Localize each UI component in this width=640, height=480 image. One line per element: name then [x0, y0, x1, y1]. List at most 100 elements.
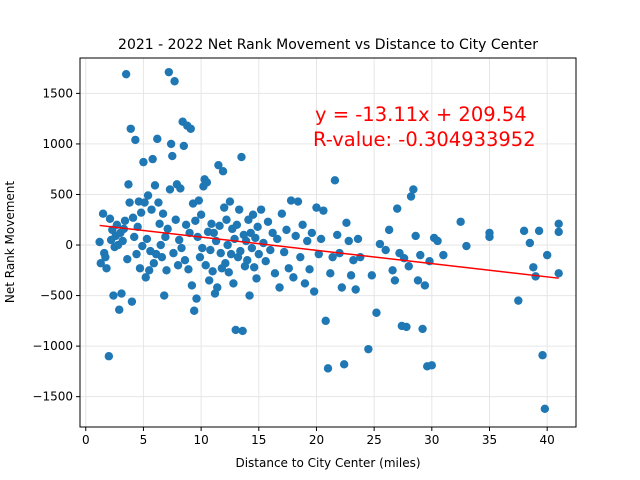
data-point	[226, 249, 236, 259]
data-point	[231, 325, 240, 335]
data-point	[253, 222, 262, 232]
data-point	[273, 234, 282, 244]
data-point	[247, 243, 257, 253]
data-point	[158, 209, 168, 218]
data-point	[312, 203, 321, 212]
data-point	[296, 252, 305, 262]
data-point	[123, 254, 132, 264]
data-point	[337, 283, 347, 292]
data-point	[135, 264, 145, 273]
data-point	[155, 219, 164, 228]
y-axis-label: Net Rank Movement	[3, 181, 17, 304]
data-point	[98, 209, 108, 218]
data-point	[554, 219, 563, 228]
data-point	[261, 257, 270, 266]
data-point	[201, 261, 210, 270]
data-point	[353, 234, 363, 244]
data-point	[229, 279, 238, 288]
data-point	[209, 228, 219, 238]
data-point	[298, 220, 307, 230]
data-point	[300, 279, 310, 288]
data-point	[124, 180, 133, 189]
x-tick-label: 40	[540, 433, 555, 447]
data-point	[115, 305, 124, 314]
data-point	[420, 281, 430, 290]
data-point	[316, 234, 326, 244]
data-point	[136, 208, 146, 217]
data-point	[173, 261, 183, 270]
data-point	[195, 252, 205, 262]
data-point	[130, 232, 139, 242]
data-point	[189, 306, 199, 315]
data-point	[237, 152, 246, 162]
data-point	[390, 276, 400, 285]
data-point	[141, 273, 150, 282]
x-tick-label: 35	[482, 433, 497, 447]
data-point	[289, 273, 298, 282]
data-point	[192, 294, 201, 303]
data-point	[120, 216, 130, 225]
data-point	[138, 241, 147, 251]
data-point	[321, 316, 330, 326]
x-tick-label: 5	[140, 433, 148, 447]
data-point	[202, 178, 212, 187]
data-point	[117, 289, 126, 298]
data-point	[101, 252, 110, 262]
data-point	[241, 236, 251, 246]
x-tick-label: 30	[424, 433, 439, 447]
data-point	[179, 141, 189, 151]
data-point	[293, 197, 303, 206]
data-point	[223, 240, 232, 250]
data-point	[191, 216, 200, 225]
r-value-annotation: R-value: -0.304933952	[313, 128, 536, 151]
data-point	[314, 249, 323, 259]
data-point	[234, 205, 244, 214]
data-point	[149, 259, 159, 268]
data-point	[196, 210, 206, 219]
data-point	[529, 263, 538, 272]
data-point	[186, 124, 195, 133]
data-point	[418, 324, 427, 334]
data-point	[109, 291, 118, 300]
y-tick-label: 0	[65, 238, 73, 252]
data-point	[323, 364, 333, 373]
data-point	[180, 255, 190, 265]
data-point	[286, 196, 296, 205]
data-point	[249, 263, 259, 272]
data-point	[404, 262, 413, 271]
x-tick-label: 15	[251, 433, 266, 447]
data-point	[275, 283, 284, 292]
data-point	[542, 250, 552, 260]
data-point	[263, 217, 273, 226]
data-point	[166, 139, 176, 149]
data-point	[157, 252, 167, 262]
data-point	[364, 344, 373, 354]
data-point	[143, 191, 153, 200]
data-point	[243, 255, 252, 265]
data-point	[171, 215, 180, 224]
data-point	[554, 269, 563, 278]
data-point	[177, 243, 186, 253]
data-point	[187, 281, 197, 290]
data-point	[252, 274, 261, 283]
data-point	[384, 225, 394, 235]
data-point	[208, 267, 217, 276]
x-axis-ticks: 0 5 10 15 20 25 30 35 40	[82, 427, 555, 447]
data-point	[232, 220, 242, 230]
data-point	[439, 250, 448, 260]
data-point	[150, 181, 160, 190]
data-point	[163, 224, 172, 234]
data-points	[95, 67, 563, 414]
regression-line	[99, 224, 559, 279]
data-point	[132, 249, 141, 259]
data-point	[236, 246, 245, 256]
y-tick-label: 500	[50, 187, 73, 201]
data-point	[351, 285, 360, 294]
data-point	[393, 204, 402, 213]
data-point	[206, 245, 215, 255]
data-point	[131, 135, 140, 145]
data-point	[326, 269, 335, 278]
data-point	[333, 230, 342, 240]
data-point	[346, 271, 356, 280]
data-point	[238, 326, 247, 336]
